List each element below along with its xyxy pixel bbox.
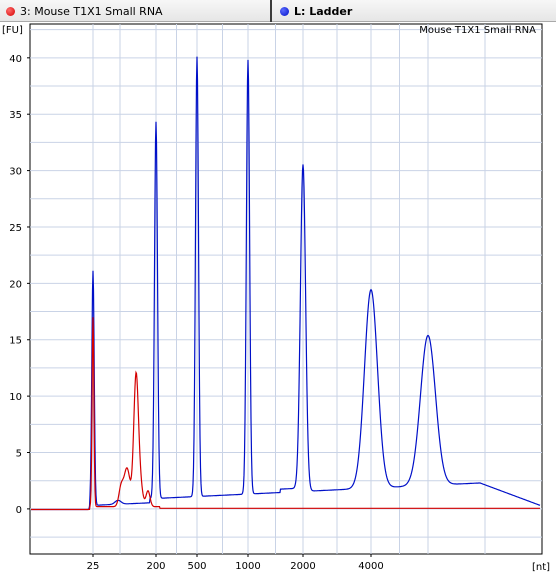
sample-series-line (31, 317, 540, 511)
electropherogram-chart: 0 5 10 15 20 25 30 35 40 25 200 500 1000 2000 4000 Mou… (2, 23, 550, 573)
sample-color-dot-icon (6, 6, 15, 16)
x-axis-label: [nt] (532, 562, 550, 573)
series-layer (31, 56, 541, 511)
grid-layer (30, 24, 542, 554)
y-tick-label: 15 (9, 336, 22, 347)
x-tick-label: 25 (87, 561, 100, 572)
legend-sample-label: 3: Mouse T1X1 Small RNA (20, 4, 163, 18)
axis-layer: 0 5 10 15 20 25 30 35 40 25 200 500 1000 2000 4000 (9, 54, 383, 572)
legend-ladder-label: L: Ladder (294, 4, 353, 18)
y-tick-label: 5 (16, 449, 22, 460)
x-tick-label: 200 (146, 561, 165, 572)
x-tick-label: 1000 (235, 561, 260, 572)
y-tick-label: 10 (9, 392, 22, 403)
y-tick-label: 40 (9, 54, 22, 65)
plot-area (29, 23, 543, 555)
y-tick-label: 25 (9, 223, 22, 234)
legend-item-sample[interactable]: 3: Mouse T1X1 Small RNA (0, 0, 272, 22)
x-tick-label: 500 (187, 561, 206, 572)
legend-item-ladder[interactable]: L: Ladder (272, 0, 556, 22)
y-tick-label: 0 (16, 505, 22, 516)
y-axis-label: [FU] (2, 25, 23, 36)
x-tick-label: 4000 (358, 561, 383, 572)
ladder-series-line (31, 56, 541, 511)
legend-bar: 3: Mouse T1X1 Small RNA L: Ladder (0, 0, 556, 22)
x-tick-label: 2000 (290, 561, 315, 572)
chart-title: Mouse T1X1 Small RNA (419, 25, 536, 36)
y-tick-label: 30 (9, 167, 22, 178)
y-tick-label: 20 (9, 279, 22, 290)
y-tick-label: 35 (9, 110, 22, 121)
ladder-color-dot-icon (280, 6, 289, 16)
